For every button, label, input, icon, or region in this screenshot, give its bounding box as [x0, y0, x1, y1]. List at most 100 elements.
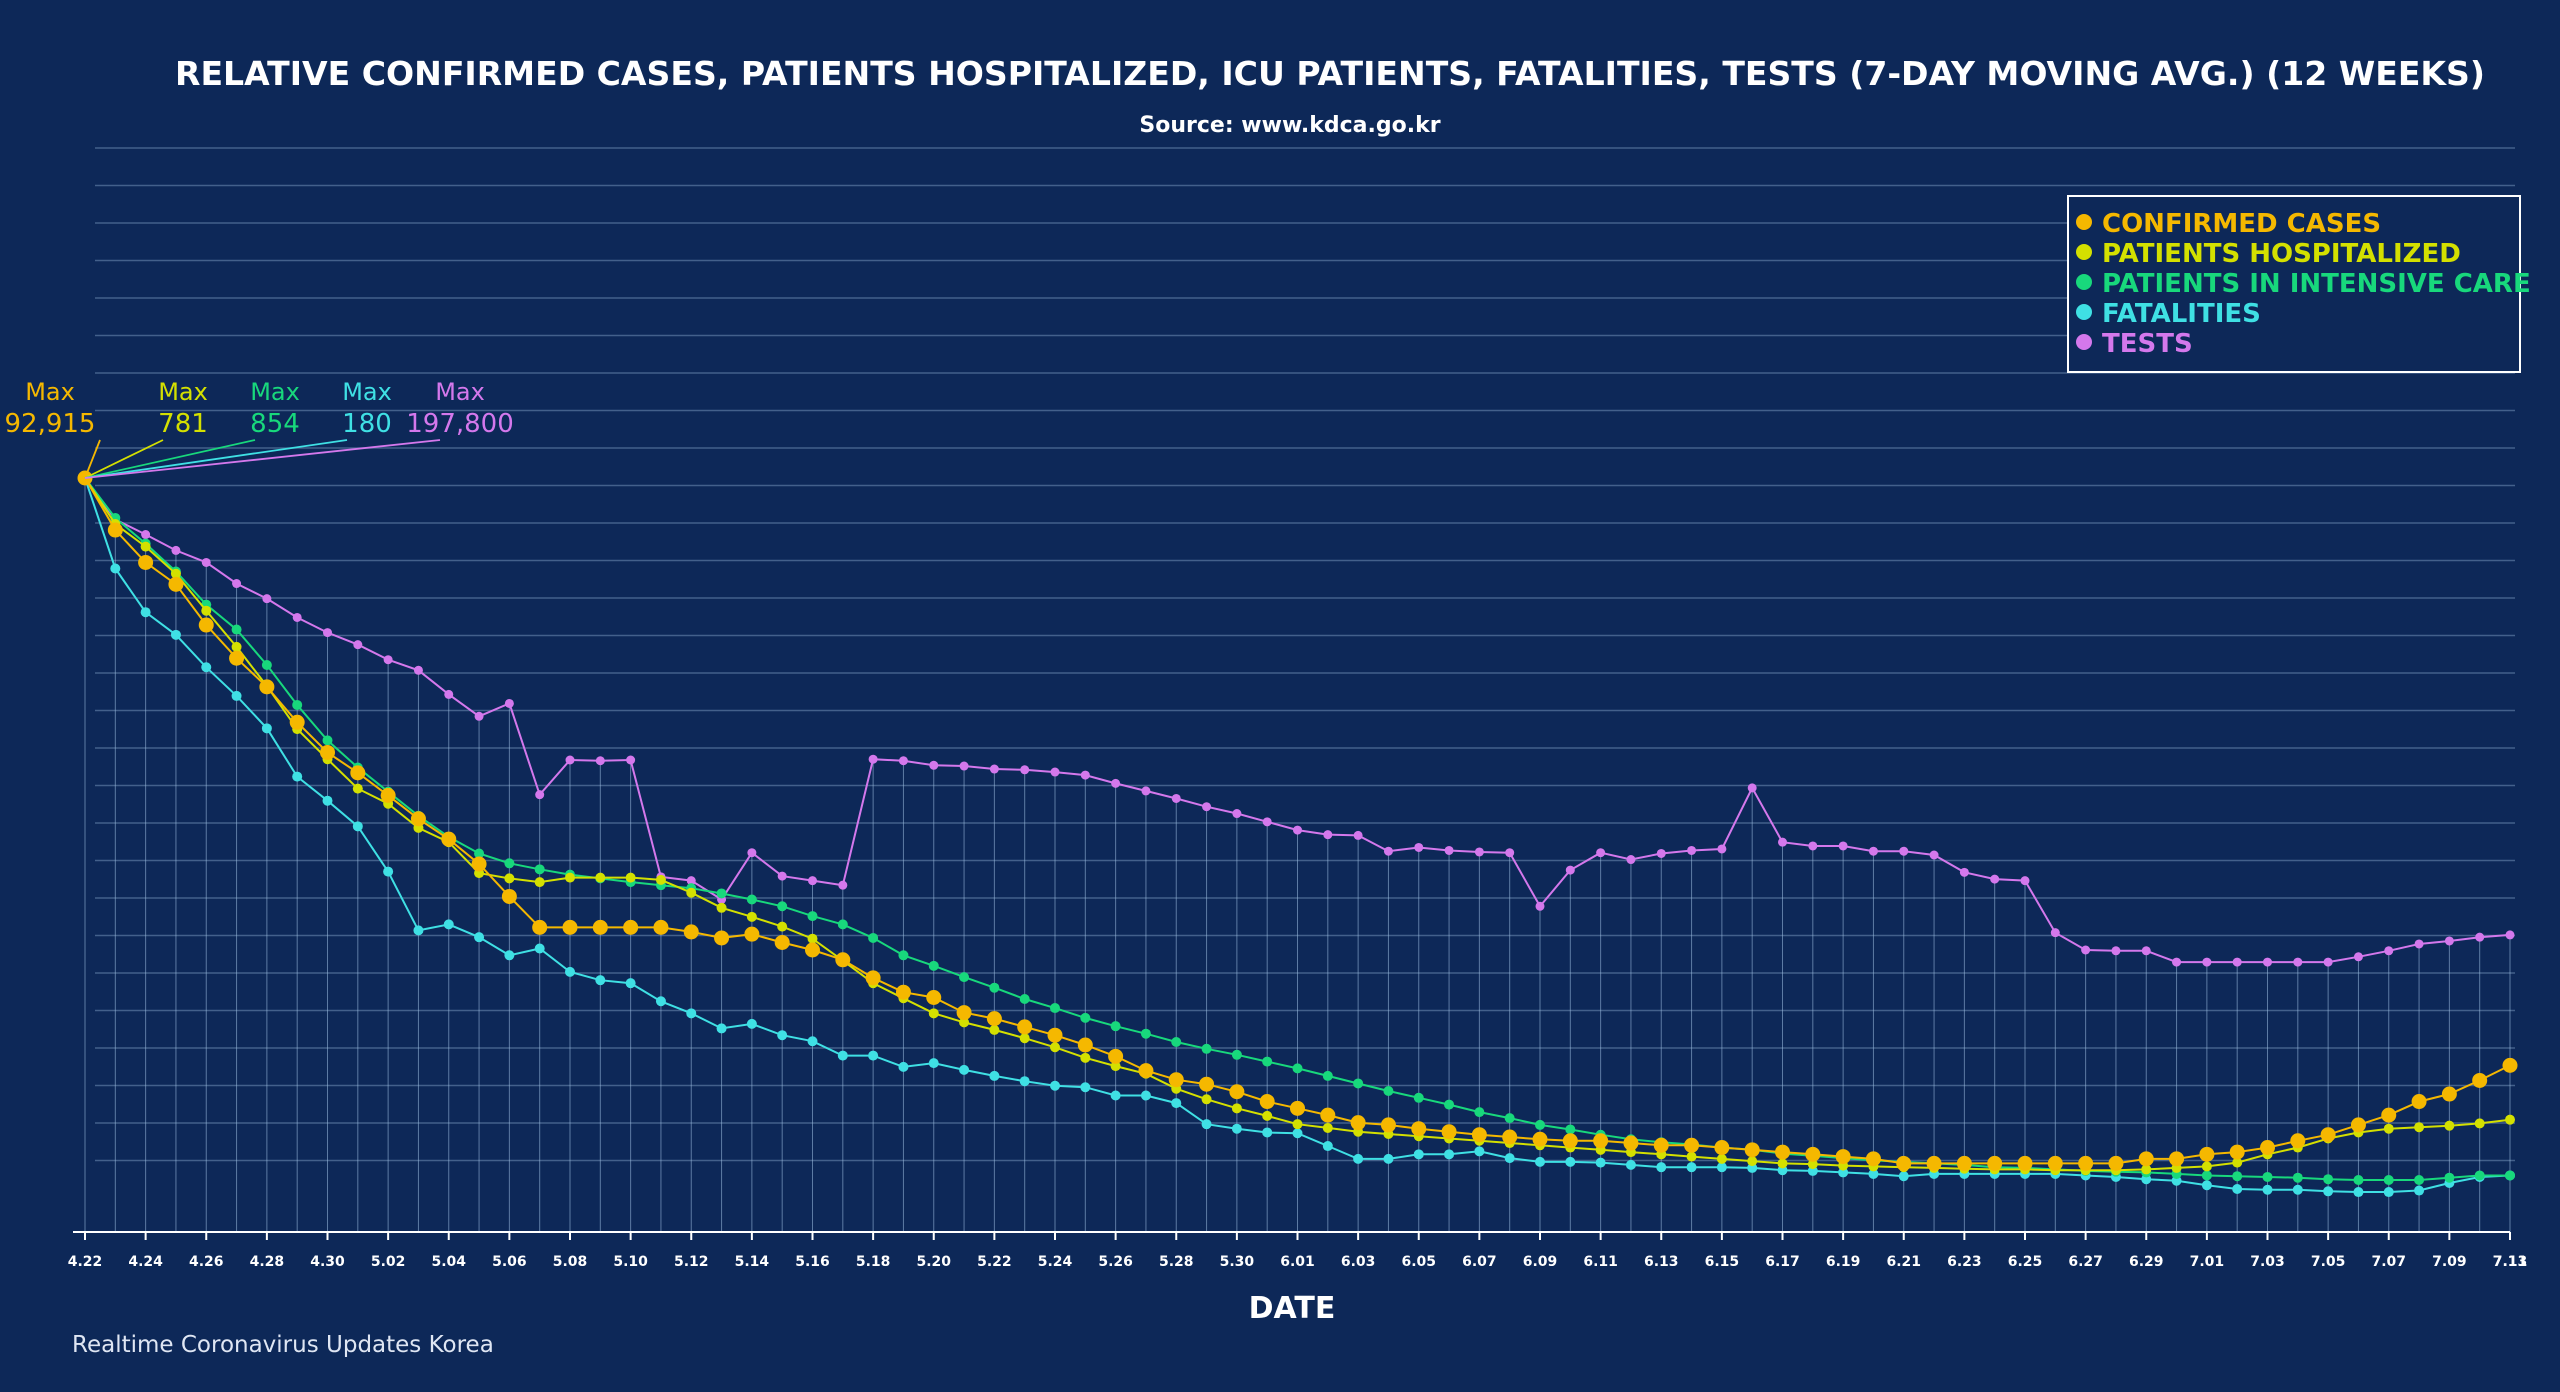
x-tick-label: 6.19: [1826, 1254, 1861, 1270]
data-point-confirmed-cases: [1077, 1037, 1093, 1053]
data-point-patients-in-intensive-care: [2474, 1170, 2485, 1181]
data-point-patients-in-intensive-care: [1535, 1119, 1545, 1130]
data-point-confirmed-cases: [1108, 1048, 1124, 1064]
data-point-confirmed-cases: [2472, 1072, 2488, 1088]
data-point-patients-hospitalized: [352, 783, 363, 794]
data-point-confirmed-cases: [2078, 1155, 2094, 1171]
data-point-confirmed-cases: [986, 1011, 1002, 1027]
x-tick-label: 4.22: [68, 1254, 103, 1270]
x-tick-label: 6.17: [1765, 1254, 1800, 1270]
data-point-confirmed-cases: [1714, 1140, 1730, 1156]
data-point-tests: [2475, 932, 2485, 942]
data-point-tests: [201, 557, 211, 567]
data-point-tests: [565, 755, 575, 765]
series-confirmed-cases: [77, 470, 2518, 1171]
data-point-patients-in-intensive-care: [1565, 1124, 1576, 1135]
data-point-confirmed-cases: [441, 831, 457, 847]
data-point-patients-in-intensive-care: [261, 659, 272, 670]
data-point-confirmed-cases: [653, 919, 669, 935]
data-point-tests: [1414, 842, 1424, 852]
data-point-confirmed-cases: [2229, 1144, 2245, 1160]
data-point-confirmed-cases: [2260, 1140, 2275, 1156]
legend-item-patients-hospitalized: PATIENTS HOSPITALIZED: [2076, 239, 2461, 269]
data-point-tests: [2353, 952, 2363, 962]
data-point-fatalities: [2262, 1184, 2273, 1195]
data-point-confirmed-cases: [2290, 1133, 2306, 1149]
data-point-patients-hospitalized: [504, 873, 515, 884]
data-point-tests: [535, 790, 545, 800]
data-point-patients-hospitalized: [534, 877, 545, 888]
data-point-confirmed-cases: [1168, 1072, 1184, 1088]
data-point-patients-hospitalized: [777, 921, 788, 932]
data-point-confirmed-cases: [1532, 1131, 1548, 1147]
data-point-tests: [1444, 845, 1454, 855]
legend-box: [2067, 195, 2521, 373]
data-point-tests: [1050, 767, 1060, 777]
data-point-tests: [2020, 876, 2030, 886]
data-point-confirmed-cases: [865, 970, 881, 986]
x-tick-label: 6.13: [1644, 1254, 1679, 1270]
data-point-confirmed-cases: [2320, 1127, 2336, 1143]
data-point-confirmed-cases: [2502, 1057, 2518, 1073]
data-point-patients-hospitalized: [1686, 1151, 1697, 1162]
x-axis-title: DATE: [1249, 1291, 1336, 1326]
data-point-confirmed-cases: [2138, 1151, 2154, 1167]
legend-marker-fatalities: [2076, 304, 2092, 320]
data-point-patients-in-intensive-care: [868, 932, 879, 943]
data-point-tests: [2111, 946, 2121, 956]
data-point-confirmed-cases: [1350, 1115, 1366, 1131]
max-leader-patients-hospitalized: [84, 439, 164, 479]
data-point-tests: [2232, 957, 2242, 967]
data-point-tests: [929, 760, 939, 770]
data-point-patients-in-intensive-care: [534, 864, 545, 875]
data-point-confirmed-cases: [1199, 1076, 1215, 1092]
data-point-patients-in-intensive-care: [1171, 1036, 1182, 1047]
data-point-patients-in-intensive-care: [1504, 1113, 1515, 1124]
data-point-confirmed-cases: [1835, 1149, 1851, 1165]
data-point-confirmed-cases: [1471, 1127, 1487, 1143]
data-point-patients-hospitalized: [2474, 1118, 2485, 1129]
legend-item-patients-in-intensive-care: PATIENTS IN INTENSIVE CARE: [2076, 269, 2531, 299]
data-point-tests: [1383, 846, 1393, 856]
data-point-patients-in-intensive-care: [1474, 1107, 1485, 1118]
data-point-fatalities: [1050, 1080, 1060, 1091]
data-point-fatalities: [959, 1064, 970, 1075]
max-leader-tests: [84, 439, 441, 479]
data-point-tests: [868, 754, 878, 764]
data-point-patients-in-intensive-care: [2505, 1170, 2515, 1181]
data-point-confirmed-cases: [1259, 1094, 1275, 1110]
data-point-patients-hospitalized: [625, 872, 636, 883]
data-point-patients-hospitalized: [2444, 1120, 2455, 1131]
data-point-tests: [838, 880, 848, 890]
data-point-patients-in-intensive-care: [1292, 1063, 1303, 1074]
data-point-fatalities: [443, 919, 454, 930]
data-point-fatalities: [777, 1030, 788, 1041]
data-point-fatalities: [595, 975, 606, 986]
data-point-fatalities: [292, 771, 303, 782]
data-point-fatalities: [1565, 1156, 1576, 1167]
data-point-confirmed-cases: [1775, 1144, 1790, 1160]
x-tick-label: 6.09: [1523, 1254, 1558, 1270]
data-point-tests: [686, 876, 696, 886]
data-point-confirmed-cases: [1653, 1137, 1669, 1153]
x-tick-label: 5.16: [795, 1254, 830, 1270]
data-point-patients-hospitalized: [565, 872, 575, 883]
data-point-fatalities: [474, 932, 485, 943]
data-point-patients-in-intensive-care: [1353, 1078, 1364, 1089]
legend: CONFIRMED CASES PATIENTS HOSPITALIZED PA…: [2067, 195, 2531, 373]
max-label-patients-in-intensive-care: Max: [250, 378, 300, 406]
x-tick-label: 7.09: [2432, 1254, 2467, 1270]
max-label-confirmed-cases: Max: [25, 378, 75, 406]
data-point-patients-hospitalized: [2141, 1164, 2152, 1175]
data-point-tests: [1080, 770, 1090, 780]
legend-marker-confirmed-cases: [2076, 214, 2092, 230]
data-point-confirmed-cases: [592, 919, 608, 935]
data-point-fatalities: [1716, 1162, 1727, 1173]
data-point-tests: [1626, 855, 1636, 865]
data-point-fatalities: [686, 1008, 697, 1019]
data-point-confirmed-cases: [168, 576, 184, 592]
data-point-patients-hospitalized: [2232, 1157, 2243, 1168]
data-point-confirmed-cases: [926, 990, 942, 1006]
series-tests: [80, 473, 2515, 967]
legend-label-confirmed-cases: CONFIRMED CASES: [2102, 209, 2381, 239]
